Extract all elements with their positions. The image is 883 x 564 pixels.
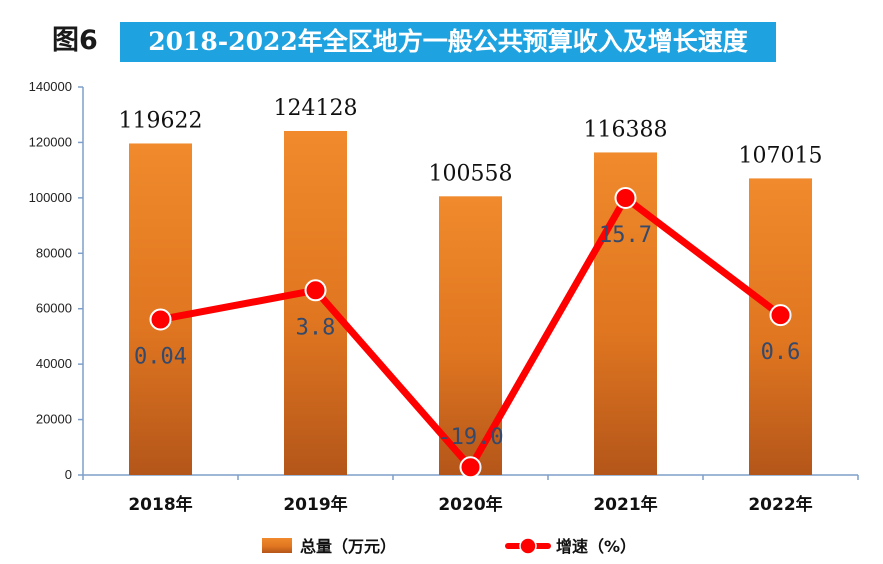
growth-value-label: 0.04 [134, 344, 187, 369]
growth-line [149, 186, 792, 479]
legend-label-bar: 总量（万元） [300, 537, 396, 556]
growth-value-label: -19.0 [437, 425, 503, 450]
y-tick-label: 0 [65, 467, 72, 482]
bar-value-label: 107015 [739, 143, 823, 168]
x-tick-label: 2022年 [748, 494, 812, 515]
y-tick-label: 40000 [36, 356, 72, 371]
growth-point [769, 304, 792, 327]
x-tick-label: 2018年 [128, 494, 192, 515]
bar-value-label: 124128 [274, 96, 358, 121]
bar-value-label: 119622 [119, 108, 203, 133]
y-tick-label: 100000 [29, 190, 72, 205]
legend-swatch-bar [262, 538, 292, 553]
bar [284, 130, 347, 476]
growth-value-label: 15.7 [599, 223, 652, 248]
legend-label-line: 增速（%） [556, 537, 636, 556]
figure-label: 图6 [52, 25, 98, 56]
growth-point [149, 308, 172, 331]
bar-value-label: 100558 [429, 161, 513, 186]
y-tick-label: 60000 [36, 301, 72, 316]
chart-title: 2018-2022年全区地方一般公共预算收入及增长速度 [120, 22, 776, 62]
legend-swatch-point [519, 537, 537, 555]
y-tick-label: 140000 [29, 79, 72, 94]
legend: 总量（万元） 增速（%） [262, 537, 636, 556]
growth-value-label: 0.6 [761, 340, 801, 365]
y-tick-label: 120000 [29, 134, 72, 149]
x-tick-label: 2021年 [593, 494, 657, 515]
x-tick-label: 2020年 [438, 494, 502, 515]
growth-value-label: 3.8 [296, 315, 336, 340]
growth-point [304, 279, 327, 302]
x-tick-label: 2019年 [283, 494, 347, 515]
data-labels: 119622 124128 100558 116388 107015 0.04 3.8 -19… [119, 96, 823, 450]
growth-point [614, 186, 637, 209]
y-tick-label: 20000 [36, 412, 72, 427]
bar-value-label: 116388 [584, 117, 668, 142]
axes: 0 20000 40000 60000 80000 100000 120000 140000 2… [29, 79, 859, 515]
growth-point [459, 456, 482, 479]
y-tick-label: 80000 [36, 245, 72, 260]
bar [749, 178, 812, 475]
